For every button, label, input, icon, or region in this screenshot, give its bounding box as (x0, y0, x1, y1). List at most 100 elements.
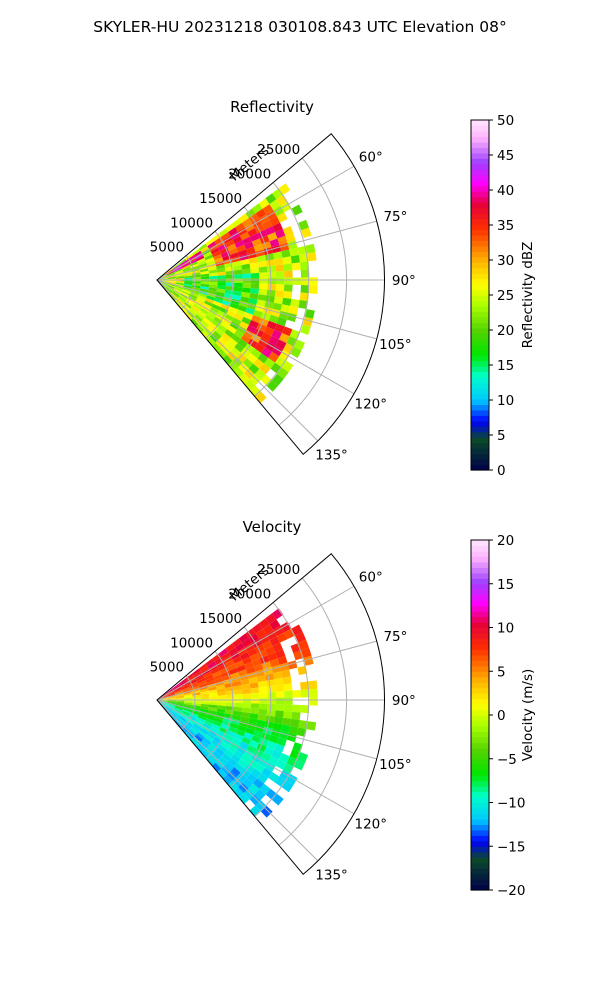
colorbar-band (471, 797, 489, 804)
colorbar-band (471, 835, 489, 842)
data-cell (256, 299, 266, 307)
data-cell (298, 300, 308, 310)
data-cell (238, 793, 250, 804)
data-cell (267, 691, 277, 699)
colorbar-band (471, 550, 489, 558)
data-cell (174, 271, 184, 275)
data-cell (243, 312, 254, 321)
data-cell (309, 688, 318, 698)
data-cell (237, 758, 248, 769)
data-cell (234, 702, 243, 708)
data-cell (242, 688, 251, 695)
data-cell (258, 703, 268, 710)
data-cell (266, 685, 276, 693)
data-cell (175, 273, 184, 277)
data-cell (198, 262, 208, 268)
data-cell (178, 678, 187, 685)
colorbar-band (471, 594, 489, 601)
data-cell (167, 280, 176, 282)
data-cell (300, 324, 311, 335)
data-cell (175, 275, 185, 278)
colorbar-band (471, 333, 489, 340)
data-cell (217, 691, 226, 696)
data-cell (202, 722, 212, 730)
angular-tick-label: 105° (379, 757, 412, 773)
data-cell (221, 752, 232, 762)
data-cell (174, 287, 183, 292)
data-cell (212, 750, 222, 760)
data-cell (185, 300, 194, 308)
data-cell (203, 671, 212, 678)
colorbar-band (471, 611, 489, 618)
angular-tick-label: 105° (379, 337, 412, 353)
colorbar-tick-label: −15 (497, 839, 526, 855)
data-cell (175, 276, 185, 279)
colorbar-band (471, 360, 489, 367)
angular-tick-label: 75° (383, 629, 407, 645)
data-cell (260, 805, 273, 818)
range-ring (205, 650, 234, 759)
colorbar-tick-label: 10 (497, 393, 514, 409)
data-cell (290, 346, 302, 358)
data-cell (182, 289, 191, 294)
colorbar-band (471, 682, 489, 689)
data-cell (268, 314, 279, 324)
data-cell (255, 208, 267, 219)
data-cell (167, 696, 176, 699)
data-cell (250, 348, 262, 359)
data-cell (228, 247, 239, 255)
polar-grid: 5000 10000 15000 20000 25000 60° 75° 90° 105° 120… (150, 562, 416, 883)
data-cell (254, 763, 266, 774)
data-cell (249, 713, 259, 720)
data-cell (185, 732, 193, 741)
data-cell (207, 289, 217, 295)
data-cell (241, 736, 252, 745)
data-cell (252, 203, 263, 214)
data-cell (200, 246, 210, 254)
data-cell (291, 624, 303, 636)
data-cell (185, 673, 194, 681)
data-cell (262, 204, 274, 215)
data-cell (240, 231, 250, 241)
data-cell (264, 673, 275, 681)
data-cell (212, 762, 222, 773)
data-cell (165, 269, 174, 275)
colorbar-band (471, 632, 489, 640)
data-cell (275, 264, 285, 272)
data-cell (273, 251, 283, 260)
data-cell (182, 686, 191, 692)
data-cell (166, 271, 175, 277)
data-cell (265, 613, 277, 625)
data-cell (261, 332, 272, 342)
data-cell (228, 227, 238, 236)
data-cell (178, 295, 187, 302)
data-cell (172, 263, 180, 270)
data-cell (290, 254, 301, 264)
angular-tick-label: 60° (359, 570, 383, 586)
colorbar-band (471, 884, 489, 891)
data-cell (169, 293, 176, 301)
data-cell (250, 692, 260, 699)
data-cell (208, 284, 218, 289)
data-cell (183, 703, 193, 707)
colorbar-band (471, 709, 489, 716)
azimuth-spoke (156, 699, 355, 815)
data-cell (205, 257, 215, 263)
data-cell (172, 683, 180, 690)
data-cell (165, 706, 172, 713)
data-cell (165, 706, 173, 712)
colorbar-band (471, 742, 489, 749)
azimuth-spoke (156, 165, 355, 281)
data-cell (167, 700, 176, 703)
data-cell (275, 691, 285, 698)
data-cell (242, 236, 252, 245)
data-cell (200, 276, 210, 280)
colorbar-band (471, 295, 489, 302)
data-cell (256, 255, 267, 263)
data-cell (266, 679, 276, 687)
data-cell (217, 271, 226, 276)
data-cell (284, 690, 293, 698)
data-cell (175, 698, 185, 700)
colorbar-tick-label: −20 (497, 883, 526, 899)
colorbar-band (471, 589, 489, 596)
